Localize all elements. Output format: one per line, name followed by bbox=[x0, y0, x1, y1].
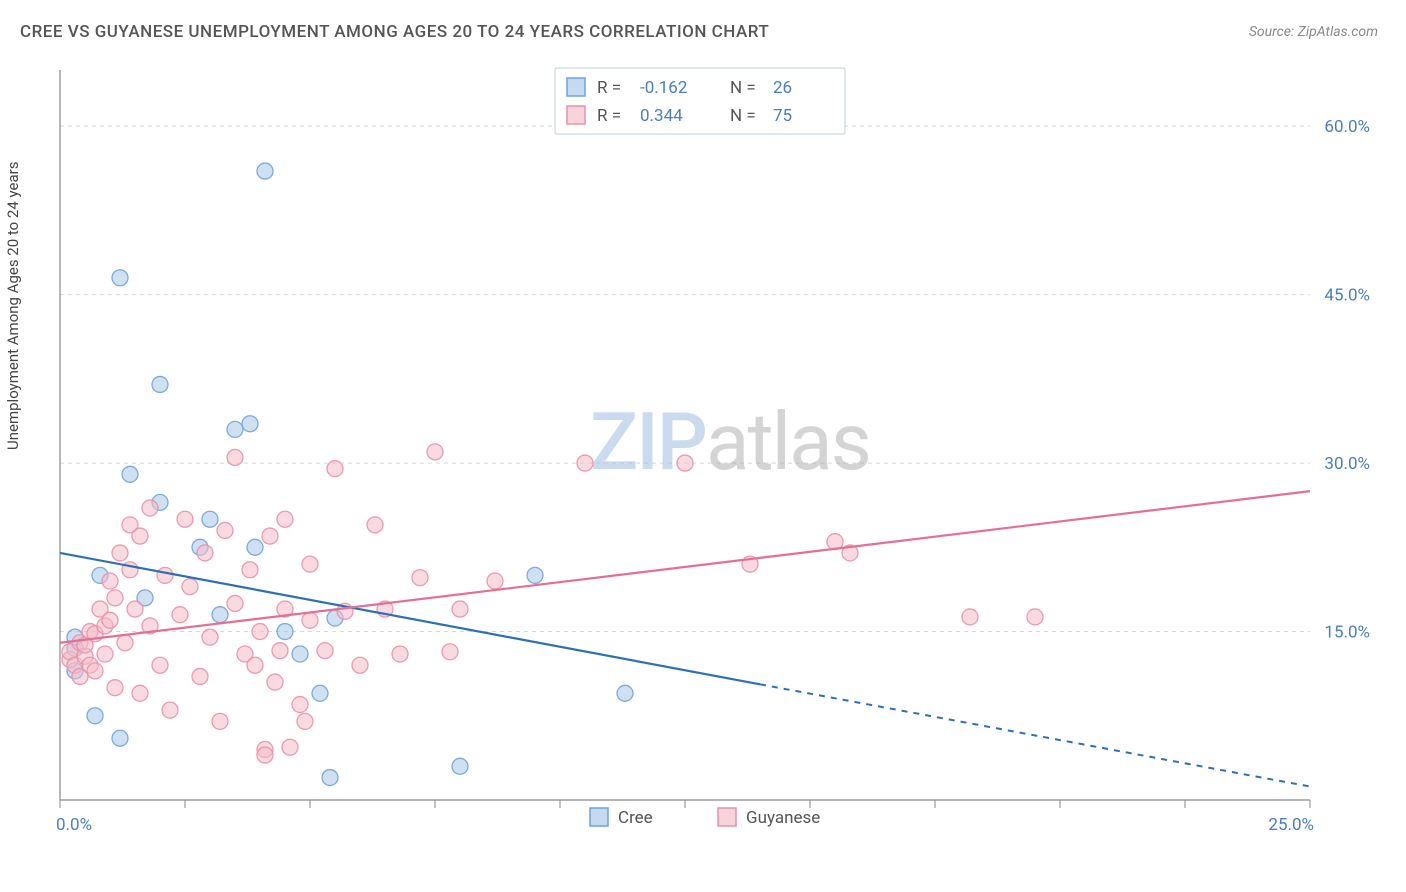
data-point bbox=[107, 590, 123, 606]
data-point bbox=[202, 629, 218, 645]
data-point bbox=[242, 562, 258, 578]
svg-text:0.344: 0.344 bbox=[640, 106, 683, 126]
svg-text:60.0%: 60.0% bbox=[1324, 117, 1370, 137]
data-point bbox=[292, 646, 308, 662]
data-point bbox=[527, 567, 543, 583]
regression-line-extrapolated bbox=[760, 684, 1310, 786]
data-point bbox=[107, 680, 123, 696]
data-point bbox=[267, 674, 283, 690]
data-point bbox=[272, 643, 288, 659]
data-point bbox=[577, 455, 593, 471]
data-point bbox=[102, 573, 118, 589]
data-point bbox=[452, 601, 468, 617]
svg-text:0.0%: 0.0% bbox=[56, 815, 92, 835]
data-point bbox=[327, 461, 343, 477]
data-point bbox=[227, 421, 243, 437]
data-point bbox=[257, 163, 273, 179]
data-point bbox=[132, 685, 148, 701]
data-point bbox=[247, 539, 263, 555]
data-point bbox=[322, 770, 338, 786]
legend-swatch bbox=[567, 106, 585, 124]
data-point bbox=[212, 713, 228, 729]
svg-text:-0.162: -0.162 bbox=[640, 78, 687, 98]
series-legend-label: Guyanese bbox=[746, 808, 820, 828]
data-point bbox=[112, 730, 128, 746]
series-legend-swatch bbox=[718, 808, 736, 826]
data-point bbox=[297, 713, 313, 729]
data-point bbox=[102, 612, 118, 628]
data-point bbox=[257, 747, 273, 763]
data-point bbox=[202, 511, 218, 527]
data-point bbox=[317, 643, 333, 659]
svg-text:30.0%: 30.0% bbox=[1324, 454, 1370, 474]
data-point bbox=[302, 612, 318, 628]
svg-text:26: 26 bbox=[773, 78, 792, 98]
source-attribution: Source: ZipAtlas.com bbox=[1249, 24, 1378, 40]
svg-text:N =: N = bbox=[730, 106, 756, 126]
data-point bbox=[112, 545, 128, 561]
data-point bbox=[677, 455, 693, 471]
legend-swatch bbox=[567, 78, 585, 96]
data-point bbox=[182, 579, 198, 595]
data-point bbox=[367, 517, 383, 533]
data-point bbox=[142, 500, 158, 516]
data-point bbox=[217, 522, 233, 538]
data-point bbox=[197, 545, 213, 561]
data-point bbox=[452, 758, 468, 774]
chart-area: 0.0% 25.0% 15.0% 30.0% 45.0% 60.0% R = -0.162 N … bbox=[50, 60, 1380, 850]
svg-text:25.0%: 25.0% bbox=[1268, 815, 1314, 835]
data-point bbox=[262, 528, 278, 544]
data-point bbox=[87, 663, 103, 679]
data-point bbox=[962, 609, 978, 625]
data-point bbox=[412, 570, 428, 586]
data-point bbox=[132, 528, 148, 544]
data-point bbox=[1027, 609, 1043, 625]
data-point bbox=[157, 567, 173, 583]
data-point bbox=[177, 511, 193, 527]
data-point bbox=[227, 449, 243, 465]
data-point bbox=[487, 573, 503, 589]
data-point bbox=[617, 685, 633, 701]
data-point bbox=[127, 601, 143, 617]
data-point bbox=[227, 595, 243, 611]
scatter-chart-svg: 0.0% 25.0% 15.0% 30.0% 45.0% 60.0% R = -0.162 N … bbox=[50, 60, 1380, 850]
data-point bbox=[252, 624, 268, 640]
data-point bbox=[192, 668, 208, 684]
data-point bbox=[282, 739, 298, 755]
data-point bbox=[442, 644, 458, 660]
data-point bbox=[292, 697, 308, 713]
data-point bbox=[152, 376, 168, 392]
data-point bbox=[242, 416, 258, 432]
series-legend-swatch bbox=[590, 808, 608, 826]
data-point bbox=[152, 657, 168, 673]
series-legend-label: Cree bbox=[618, 808, 653, 828]
data-point bbox=[122, 466, 138, 482]
svg-text:R =: R = bbox=[597, 78, 621, 98]
data-point bbox=[392, 646, 408, 662]
data-point bbox=[312, 685, 328, 701]
data-point bbox=[302, 556, 318, 572]
y-axis-label: Unemployment Among Ages 20 to 24 years bbox=[4, 162, 22, 450]
data-point bbox=[427, 444, 443, 460]
data-point bbox=[247, 657, 263, 673]
svg-text:N =: N = bbox=[730, 78, 756, 98]
chart-title: CREE VS GUYANESE UNEMPLOYMENT AMONG AGES… bbox=[20, 22, 769, 42]
svg-text:45.0%: 45.0% bbox=[1324, 286, 1370, 306]
data-point bbox=[162, 702, 178, 718]
svg-text:75: 75 bbox=[773, 106, 792, 126]
data-point bbox=[212, 607, 228, 623]
data-point bbox=[277, 511, 293, 527]
data-point bbox=[97, 646, 113, 662]
data-point bbox=[352, 657, 368, 673]
svg-text:15.0%: 15.0% bbox=[1324, 623, 1370, 643]
data-point bbox=[277, 624, 293, 640]
svg-text:R =: R = bbox=[597, 106, 621, 126]
data-point bbox=[112, 270, 128, 286]
data-point bbox=[87, 708, 103, 724]
data-point bbox=[117, 635, 133, 651]
data-point bbox=[172, 607, 188, 623]
